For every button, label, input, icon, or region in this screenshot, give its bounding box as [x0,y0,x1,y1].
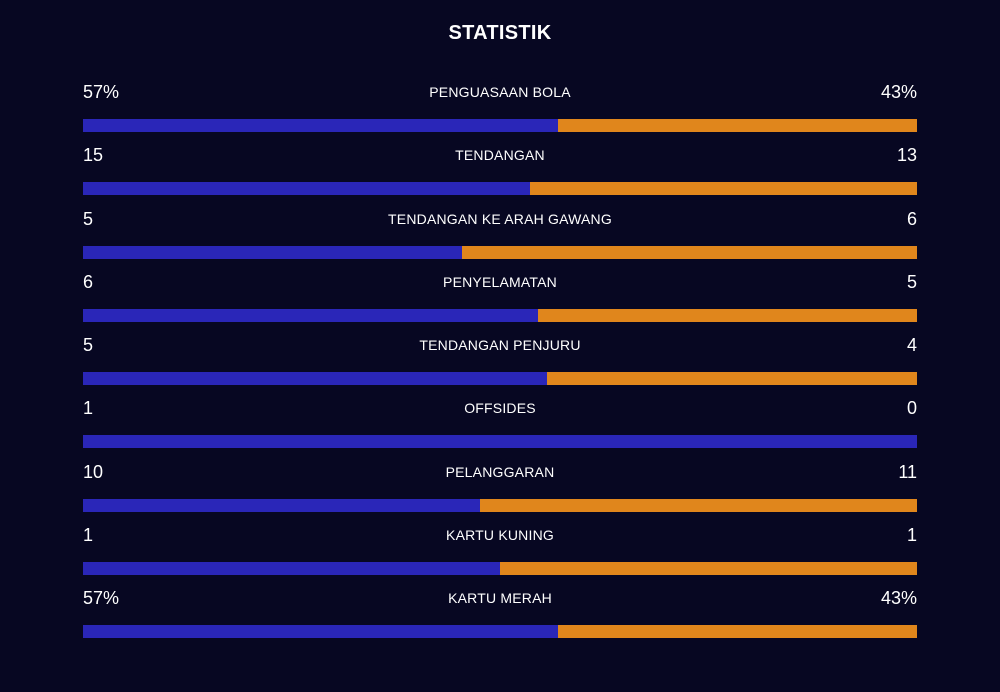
stat-head: 10 PELANGGARAN 11 [83,460,917,490]
away-value: 4 [906,335,917,356]
stat-row-yellow-cards: 1 KARTU KUNING 1 [83,523,917,586]
stat-head: 6 PENYELAMATAN 5 [83,270,917,300]
comparison-bar [83,372,917,386]
page-title: STATISTIK [448,22,552,44]
stat-row-possession: 57% PENGUASAAN BOLA 43% [83,80,917,143]
home-value: 6 [83,271,94,292]
home-bar-segment [83,498,480,512]
home-bar-segment [83,435,917,449]
stat-label: TENDANGAN KE ARAH GAWANG [388,210,612,227]
comparison-bar [83,308,917,322]
stat-head: 5 TENDANGAN KE ARAH GAWANG 6 [83,207,917,237]
away-bar-segment [530,182,917,196]
stat-row-saves: 6 PENYELAMATAN 5 [83,270,917,333]
home-bar-segment [83,119,558,132]
home-value: 1 [83,525,94,546]
away-bar-segment [558,625,917,639]
away-value: 13 [896,145,917,166]
away-value: 43% [880,588,917,609]
away-bar-segment [538,308,917,322]
stat-label: PELANGGARAN [445,463,555,480]
away-bar-segment [462,245,917,259]
away-value: 11 [898,461,917,482]
comparison-bar [83,435,917,449]
comparison-bar [83,119,917,132]
away-value: 6 [906,208,917,229]
home-value: 15 [83,145,104,166]
home-bar-segment [83,308,538,322]
home-value: 57% [83,82,120,102]
away-bar-segment [500,562,917,576]
comparison-bar [83,182,917,196]
stat-label: PENGUASAAN BOLA [429,84,571,100]
stat-row-shots: 15 TENDANGAN 13 [83,143,917,206]
stat-row-corners: 5 TENDANGAN PENJURU 4 [83,333,917,396]
stat-label: KARTU KUNING [446,527,554,544]
stats-list: 57% PENGUASAAN BOLA 43% 15 TENDANGAN 13 [83,80,917,650]
comparison-bar [83,245,917,259]
home-value: 5 [83,208,94,229]
away-value: 5 [906,271,917,292]
home-bar-segment [83,625,558,639]
home-bar-segment [83,562,500,576]
away-bar-segment [547,372,917,386]
comparison-bar [83,498,917,512]
stat-label: TENDANGAN [455,147,545,164]
comparison-bar [83,562,917,576]
home-bar-segment [83,372,547,386]
stat-head: 15 TENDANGAN 13 [83,143,917,173]
away-value: 1 [906,525,917,546]
away-value: 43% [880,82,917,102]
comparison-bar [83,625,917,639]
stat-row-red-cards: 57% KARTU MERAH 43% [83,586,917,649]
home-value: 5 [83,335,94,356]
stat-row-offsides: 1 OFFSIDES 0 [83,396,917,459]
stat-label: OFFSIDES [464,400,536,417]
away-bar-segment [558,119,917,132]
stat-label: KARTU MERAH [448,590,552,607]
home-bar-segment [83,245,462,259]
stat-head: 1 OFFSIDES 0 [83,396,917,426]
home-value: 57% [83,588,120,609]
stat-head: 5 TENDANGAN PENJURU 4 [83,333,917,363]
stat-head: 57% KARTU MERAH 43% [83,586,917,616]
stat-label: PENYELAMATAN [443,273,557,290]
stat-head: 1 KARTU KUNING 1 [83,523,917,553]
away-bar-segment [480,498,917,512]
home-bar-segment [83,182,530,196]
stat-label: TENDANGAN PENJURU [419,337,581,354]
stat-row-fouls: 10 PELANGGARAN 11 [83,460,917,523]
away-value: 0 [906,398,917,419]
stat-row-shots-on-target: 5 TENDANGAN KE ARAH GAWANG 6 [83,207,917,270]
home-value: 1 [83,398,94,419]
stat-head: 57% PENGUASAAN BOLA 43% [83,80,917,110]
home-value: 10 [83,461,104,482]
